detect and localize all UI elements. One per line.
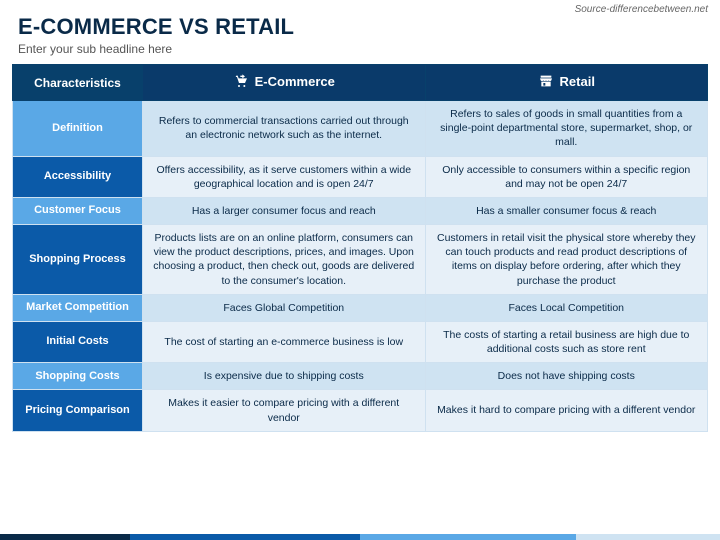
sub-headline: Enter your sub headline here <box>0 42 720 64</box>
col-header-retail: Retail <box>425 65 708 101</box>
cell-ecommerce: Makes it easier to compare pricing with … <box>143 390 426 431</box>
row-label: Customer Focus <box>13 197 143 224</box>
row-label: Shopping Process <box>13 225 143 295</box>
cell-retail: Faces Local Competition <box>425 294 708 321</box>
store-icon <box>538 73 554 89</box>
cell-retail: Does not have shipping costs <box>425 363 708 390</box>
cell-ecommerce: Refers to commercial transactions carrie… <box>143 101 426 157</box>
col-header-ecommerce: E-Commerce <box>143 65 426 101</box>
col-header-retail-label: Retail <box>560 74 595 89</box>
cell-retail: Has a smaller consumer focus & reach <box>425 197 708 224</box>
col-header-characteristics: Characteristics <box>13 65 143 101</box>
cell-retail: The costs of starting a retail business … <box>425 321 708 362</box>
col-header-ecommerce-label: E-Commerce <box>255 74 335 89</box>
cell-retail: Only accessible to consumers within a sp… <box>425 156 708 197</box>
row-label: Accessibility <box>13 156 143 197</box>
cell-ecommerce: Has a larger consumer focus and reach <box>143 197 426 224</box>
cell-ecommerce: Is expensive due to shipping costs <box>143 363 426 390</box>
cell-ecommerce: The cost of starting an e-commerce busin… <box>143 321 426 362</box>
cell-ecommerce: Faces Global Competition <box>143 294 426 321</box>
cell-retail: Refers to sales of goods in small quanti… <box>425 101 708 157</box>
row-label: Pricing Comparison <box>13 390 143 431</box>
comparison-table: Characteristics E-Commerce Retail <box>12 64 708 432</box>
cart-icon <box>233 73 249 89</box>
cell-retail: Makes it hard to compare pricing with a … <box>425 390 708 431</box>
source-credit: Source-differencebetween.net <box>575 4 708 15</box>
footer-accent-bar <box>0 534 720 540</box>
row-label: Initial Costs <box>13 321 143 362</box>
cell-retail: Customers in retail visit the physical s… <box>425 225 708 295</box>
cell-ecommerce: Products lists are on an online platform… <box>143 225 426 295</box>
cell-ecommerce: Offers accessibility, as it serve custom… <box>143 156 426 197</box>
row-label: Definition <box>13 101 143 157</box>
row-label: Market Competition <box>13 294 143 321</box>
row-label: Shopping Costs <box>13 363 143 390</box>
